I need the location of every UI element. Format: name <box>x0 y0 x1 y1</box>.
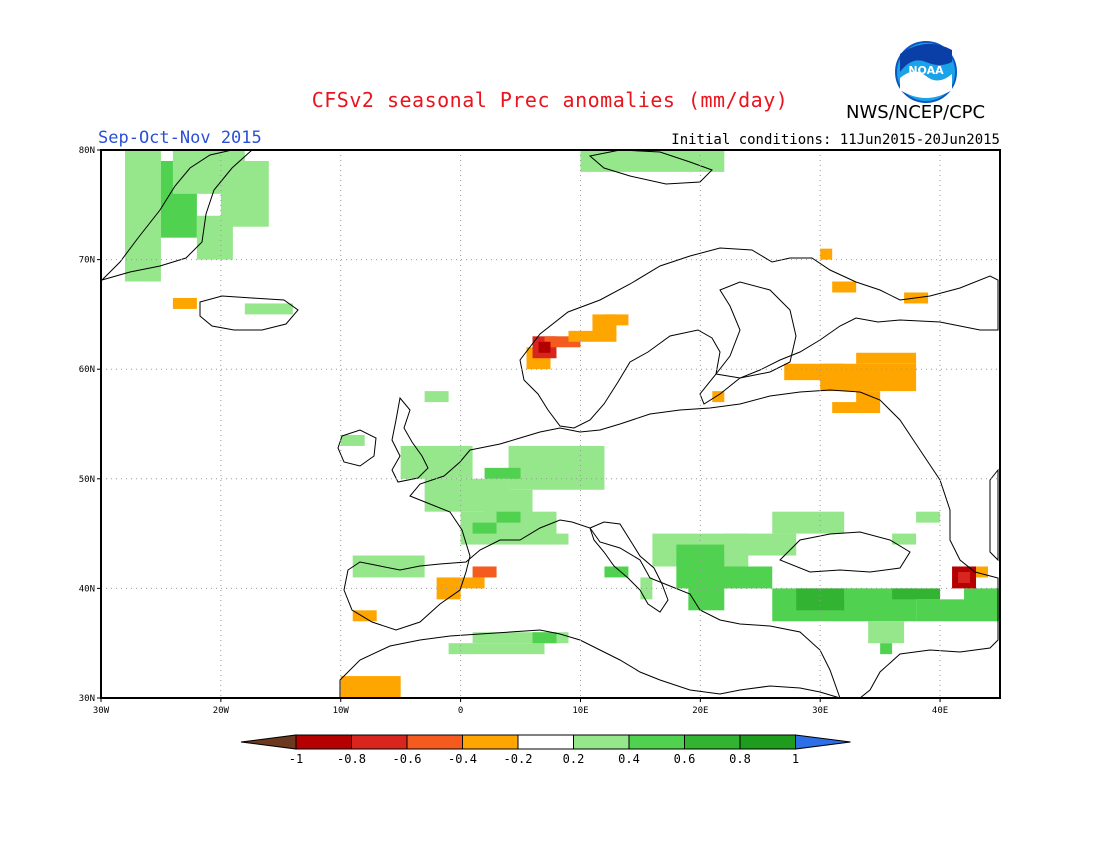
noaa-logo-icon: NOAA <box>894 40 958 104</box>
anomaly-cell <box>892 588 941 600</box>
anomaly-cell <box>832 402 869 414</box>
legend-label: -0.2 <box>504 752 533 766</box>
tick-label-lat: 60N <box>79 365 95 375</box>
anomaly-cell <box>964 588 1000 611</box>
anomaly-cell <box>472 522 497 534</box>
tick-label-lon: 20W <box>213 706 230 716</box>
organization-label: NWS/NCEP/CPC <box>846 102 986 123</box>
legend-label: 0.6 <box>674 752 696 766</box>
initial-conditions-label: Initial conditions: 11Jun2015-20Jun2015 <box>671 132 1000 148</box>
anomaly-cell <box>448 643 545 655</box>
legend-swatch <box>295 734 352 750</box>
tick-label-lon: 30W <box>93 706 110 716</box>
tick-label-lat: 80N <box>79 146 95 156</box>
chart-title: CFSv2 seasonal Prec anomalies (mm/day) <box>311 88 789 112</box>
anomaly-cell <box>820 363 917 392</box>
anomaly-cell <box>424 391 449 403</box>
anomaly-cell <box>544 336 581 348</box>
anomaly-cell <box>916 511 941 523</box>
anomaly-cell <box>484 467 521 479</box>
anomaly-cell <box>604 566 629 578</box>
tick-label-lon: 10W <box>333 706 350 716</box>
legend-arrow-right <box>795 734 851 750</box>
tick-label-lon: 0 <box>458 706 463 716</box>
anomaly-cell <box>352 610 377 622</box>
tick-label-lon: 20E <box>692 706 708 716</box>
anomaly-cell <box>400 445 473 479</box>
legend-swatch <box>573 734 630 750</box>
axis-labels: 30W 20W 10W 0 10E 20E 30E 40E 80N 70N 60N 50N 40N 30N <box>79 146 948 716</box>
anomaly-cell <box>340 434 365 446</box>
legend-label: -0.6 <box>393 752 422 766</box>
legend-label: -1 <box>289 752 303 766</box>
legend-label: 0.2 <box>563 752 585 766</box>
anomaly-cell <box>892 533 917 545</box>
noaa-logo-text: NOAA <box>908 64 944 77</box>
legend-arrow-left <box>240 734 297 750</box>
axis-ticks <box>97 149 941 702</box>
anomaly-cell <box>604 314 629 326</box>
anomaly-cell <box>340 676 401 698</box>
anomaly-cell <box>244 303 293 315</box>
tick-label-lat: 40N <box>79 584 95 594</box>
anomaly-cell <box>532 632 557 644</box>
anomaly-cell <box>796 588 845 611</box>
legend-swatch <box>406 734 463 750</box>
legend-swatch <box>351 734 408 750</box>
anomaly-cell <box>538 341 551 353</box>
anomaly-cell <box>820 248 833 260</box>
legend-swatch <box>462 734 519 750</box>
tick-label-lat: 50N <box>79 475 95 485</box>
tick-label-lat: 30N <box>79 694 95 704</box>
anomaly-cell <box>352 555 425 578</box>
anomaly-cell <box>520 533 569 545</box>
legend-label: -0.4 <box>448 752 477 766</box>
tick-label-lat: 70N <box>79 256 95 266</box>
anomaly-cell <box>472 566 497 578</box>
anomaly-cell <box>724 533 797 556</box>
anomaly-cell <box>508 445 605 490</box>
legend-swatch <box>739 734 796 750</box>
legend-label: 0.8 <box>729 752 751 766</box>
anomaly-cell <box>772 511 845 534</box>
legend-swatch <box>684 734 741 750</box>
tick-label-lon: 10E <box>572 706 588 716</box>
anomaly-cell <box>868 621 905 644</box>
legend-swatch <box>628 734 685 750</box>
anomaly-cell <box>880 643 893 655</box>
legend-label: 0.4 <box>618 752 640 766</box>
anomaly-cell <box>172 297 197 309</box>
anomaly-cell <box>856 352 917 364</box>
legend-label: 1 <box>792 752 799 766</box>
anomaly-cell <box>460 577 485 589</box>
anomaly-cell <box>844 588 869 600</box>
anomaly-cell <box>496 511 521 523</box>
anomaly-cell <box>976 566 989 578</box>
anomaly-cell <box>580 150 725 172</box>
season-label: Sep-Oct-Nov 2015 <box>98 128 262 148</box>
anomaly-cell <box>172 150 245 194</box>
legend-swatch <box>517 734 574 750</box>
anomaly-cell <box>958 571 971 583</box>
anomaly-cell <box>712 391 725 403</box>
anomaly-cell <box>712 566 773 589</box>
tick-label-lon: 30E <box>812 706 828 716</box>
anomaly-cell <box>472 632 569 644</box>
anomaly-cell <box>832 281 857 293</box>
coastlines <box>100 149 999 699</box>
tick-label-lon: 40E <box>932 706 948 716</box>
map-frame <box>100 149 1001 699</box>
legend-label: -0.8 <box>337 752 366 766</box>
